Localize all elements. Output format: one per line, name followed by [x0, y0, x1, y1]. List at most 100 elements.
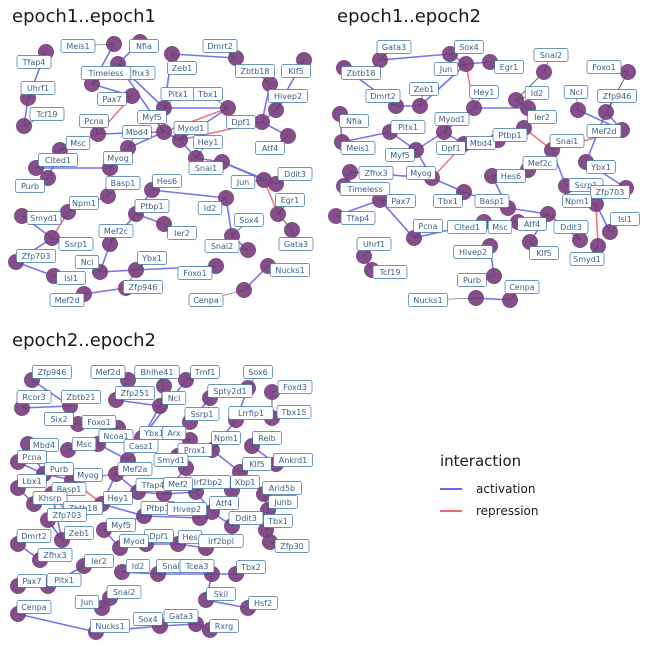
node-label-text: Hsf2: [254, 599, 272, 608]
node-label-text: Myod1: [439, 115, 466, 124]
node-label-text: Relb: [258, 434, 275, 443]
node-label: Mbd4: [466, 136, 496, 150]
node-label: Ddit3: [553, 220, 589, 234]
label-box: [206, 587, 236, 601]
node-label: Jun: [433, 62, 459, 76]
node-label-text: Cited1: [45, 156, 71, 165]
node-label-text: Ptbp1: [146, 504, 169, 513]
node-label-text: Isl1: [618, 215, 632, 224]
label-box: [37, 548, 73, 562]
legend-label-repression: repression: [476, 504, 539, 518]
node-label-text: Basp1: [57, 485, 82, 494]
node-label: Isl1: [56, 271, 86, 285]
label-box: [586, 160, 616, 174]
node-label-text: Myod1: [178, 124, 205, 133]
node-label-text: Purb: [463, 276, 481, 285]
label-box: [73, 468, 103, 482]
legend-swatch-activation: [440, 488, 462, 490]
node-label: Mef2d: [49, 293, 85, 307]
node-label: Gata3: [376, 40, 412, 54]
node-label-text: Snai2: [540, 51, 562, 60]
node-label: Klf5: [242, 457, 272, 471]
node-label: Npm1: [562, 194, 592, 208]
label-box: [230, 475, 260, 489]
label-box: [97, 92, 127, 106]
node-label-text: Timeless: [346, 185, 382, 194]
node-label-text: Mbd4: [470, 139, 492, 148]
node-label: Isl1: [610, 212, 640, 226]
node-label-text: Tcf19: [379, 268, 401, 277]
label-box: [161, 426, 187, 440]
label-box: [433, 62, 459, 76]
node-label-text: Hey1: [198, 138, 219, 147]
node-label-text: Ier2: [534, 113, 550, 122]
label-box: [115, 386, 155, 400]
node-label: Purb: [457, 273, 487, 287]
node-label-text: Tbx2: [240, 563, 261, 572]
node-label-text: Nfia: [136, 42, 152, 51]
node-label-text: Atf4: [216, 499, 232, 508]
node-label: Basp1: [474, 194, 510, 208]
node-label-text: Zfp946: [603, 92, 632, 101]
node-label: Myog: [103, 151, 133, 165]
node-label-text: Cited1: [454, 223, 480, 232]
label-box: [179, 559, 215, 573]
node-label: Meis1: [60, 39, 96, 53]
node-label-text: Klf5: [536, 249, 551, 258]
node-label-text: Sox4: [239, 216, 259, 225]
node-label-text: Pitx1: [54, 576, 74, 585]
node-label: Hey1: [193, 135, 223, 149]
edge-activation: [21, 405, 71, 409]
label-box: [228, 406, 274, 420]
node-label-text: Arid5b: [269, 484, 295, 493]
node-label-text: Lrrfip1: [238, 409, 264, 418]
node-label-text: Hivep2: [459, 248, 487, 257]
node-label: Tfap4: [16, 55, 52, 69]
label-box: [129, 39, 159, 53]
node-label: Egr1: [494, 60, 524, 74]
node-label: Myog: [406, 166, 436, 180]
node-label: Hes6: [152, 174, 182, 188]
node-label-text: Ier2: [91, 557, 107, 566]
node-label-text: Zfp30: [280, 542, 304, 551]
node-label-text: Ssrp1: [191, 410, 214, 419]
node-label: Pcna: [413, 219, 443, 233]
node-label-text: Pcna: [84, 117, 103, 126]
label-box: [46, 573, 82, 587]
node-label-text: Foxo1: [592, 63, 615, 72]
node-label: Arx: [161, 426, 187, 440]
label-box: [277, 167, 313, 181]
node-label-text: Hivep2: [173, 505, 201, 514]
node-label: Zfp703: [590, 185, 630, 199]
label-box: [209, 496, 239, 510]
label-box: [275, 193, 305, 207]
node-label: Snai1: [188, 161, 224, 175]
label-box: [26, 211, 62, 225]
label-box: [56, 271, 86, 285]
node-label: Zfp946: [597, 89, 637, 103]
node-label: Sox4: [234, 213, 264, 227]
node-label-text: Id2: [132, 562, 145, 571]
node-label: Ncl: [161, 391, 187, 405]
node-label-text: Klf5: [249, 460, 264, 469]
node-label-text: Ier2: [174, 229, 190, 238]
label-box: [98, 429, 134, 443]
node-label: Myod1: [434, 112, 470, 126]
label-box: [234, 213, 264, 227]
node-label: Six2: [44, 412, 74, 426]
node-label-text: Ybx1: [143, 429, 164, 438]
label-box: [49, 293, 85, 307]
node-label-text: Gata3: [169, 612, 193, 621]
legend-swatch-repression: [440, 510, 462, 512]
node-label-text: Gata3: [382, 43, 406, 52]
label-box: [277, 380, 313, 394]
label-box: [454, 40, 484, 54]
node-label-text: Rcor3: [22, 393, 45, 402]
node-label-text: Junb: [273, 498, 292, 507]
node-label: Rxrg: [209, 619, 239, 633]
node-label: Hsf2: [248, 596, 278, 610]
node-label-text: Tbx1: [197, 90, 218, 99]
node-label-text: Tfap4: [141, 481, 165, 490]
